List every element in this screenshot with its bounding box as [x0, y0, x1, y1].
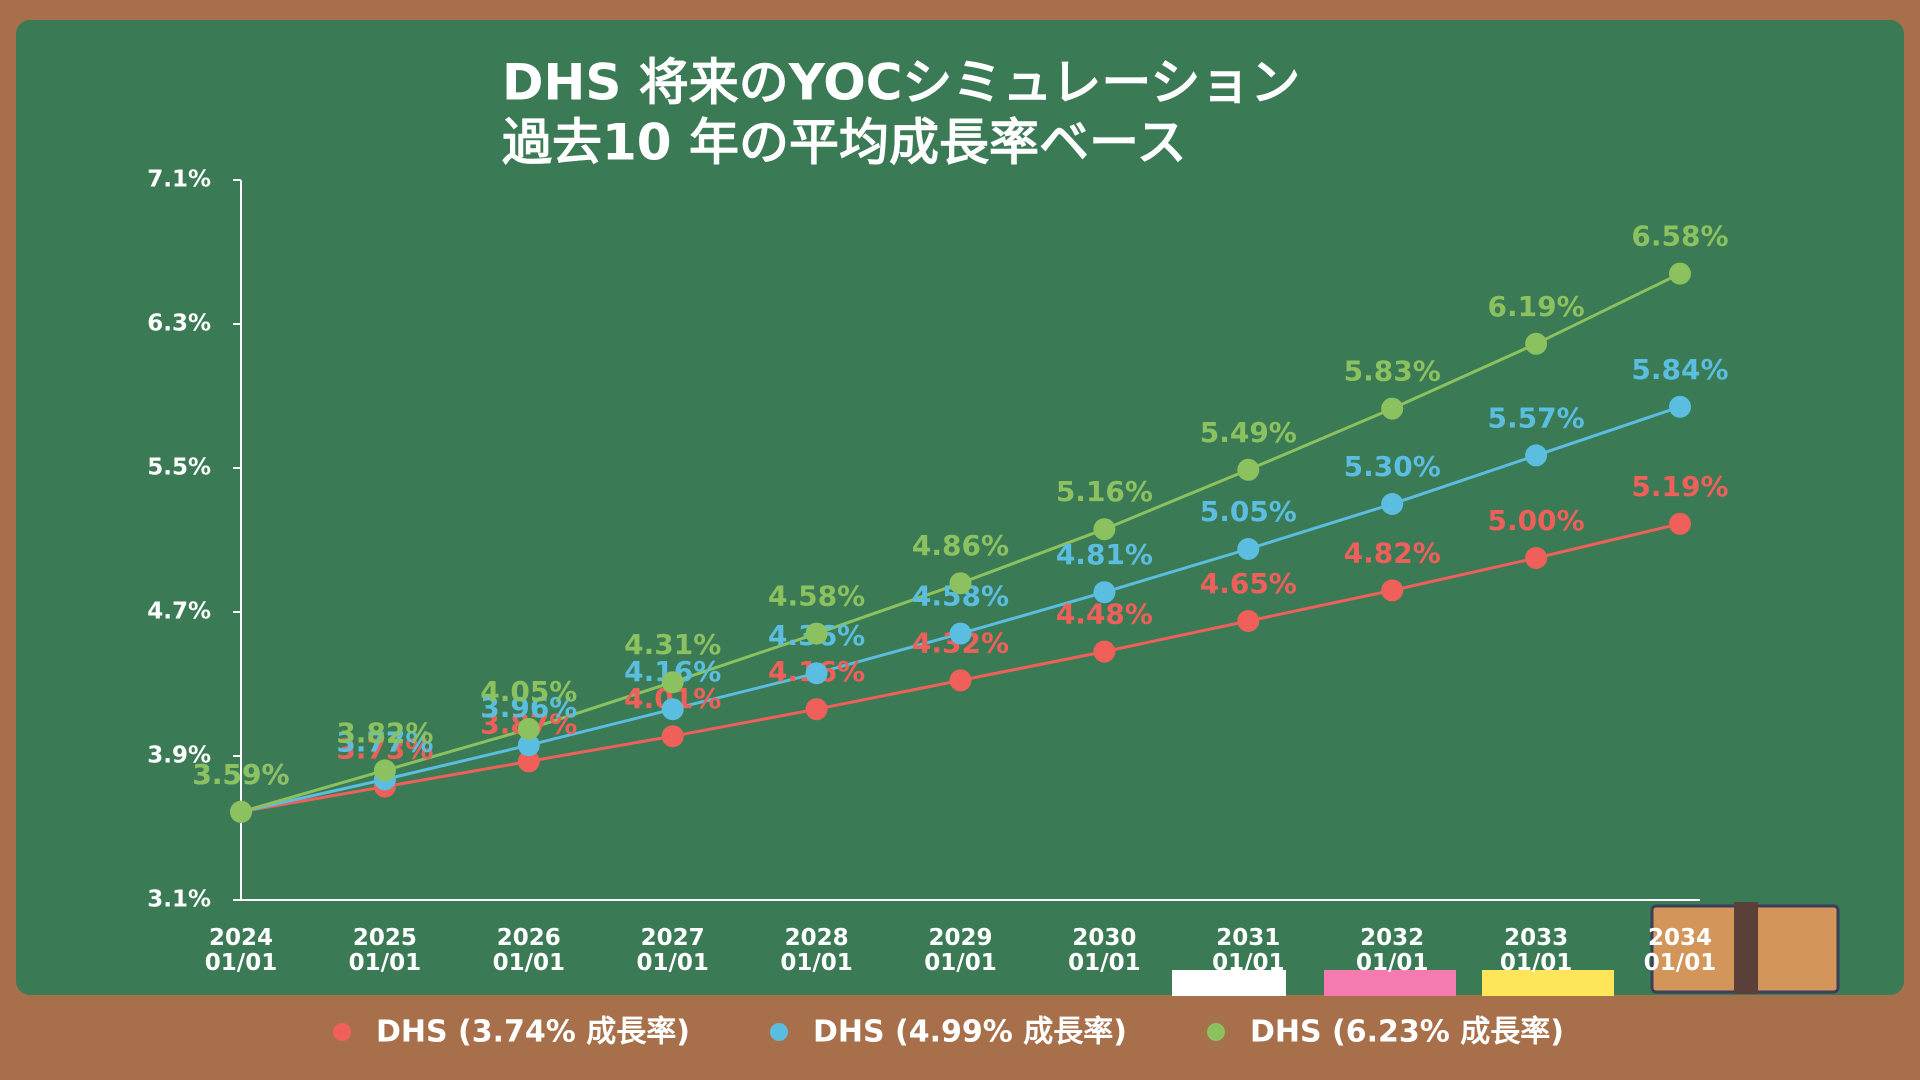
chart-title: DHS 将来のYOCシミュレーション	[502, 54, 1300, 112]
point	[517, 718, 540, 740]
point	[1093, 518, 1116, 541]
point	[230, 800, 252, 823]
value-label: 4.31%	[624, 628, 721, 661]
x-tick-label: 2028 01/01	[780, 925, 853, 976]
point	[1237, 538, 1260, 560]
y-tick-label: 3.1%	[147, 887, 211, 913]
x-tick-label: 2024 01/01	[204, 925, 278, 976]
legend-marker	[1207, 1023, 1225, 1041]
x-tick-label: 2030 01/01	[1068, 925, 1141, 976]
value-label: 5.83%	[1344, 355, 1441, 388]
y-tick-label: 6.3%	[147, 311, 211, 337]
x-tick-label: 2033 01/01	[1499, 925, 1573, 976]
point	[805, 662, 828, 685]
point	[1525, 332, 1548, 355]
point	[1093, 640, 1116, 663]
eraser-band	[1734, 902, 1758, 994]
chalk	[1172, 970, 1286, 996]
value-label: 5.16%	[1056, 475, 1153, 508]
legend-marker	[770, 1023, 788, 1041]
point	[1669, 395, 1691, 418]
board	[16, 20, 1904, 995]
legend-label: DHS (3.74% 成長率)	[376, 1015, 690, 1050]
value-label: 6.58%	[1631, 220, 1728, 253]
x-tick-label: 2029 01/01	[924, 925, 997, 976]
value-label: 3.59%	[192, 758, 289, 791]
chalk	[1324, 970, 1456, 996]
value-label: 5.49%	[1200, 416, 1297, 449]
point	[1381, 579, 1404, 602]
x-tick-label: 2034 01/01	[1643, 925, 1717, 976]
value-label: 5.19%	[1631, 470, 1728, 503]
point	[517, 734, 540, 757]
x-tick-label: 2025 01/01	[348, 925, 422, 976]
point	[1525, 547, 1548, 569]
point	[1093, 581, 1116, 604]
point	[373, 759, 396, 782]
value-label: 5.05%	[1200, 495, 1297, 528]
value-label: 3.82%	[336, 716, 433, 749]
value-label: 5.84%	[1631, 353, 1728, 386]
legend-label: DHS (6.23% 成長率)	[1250, 1015, 1564, 1050]
x-tick-label: 2026 01/01	[492, 925, 565, 976]
value-label: 6.19%	[1488, 290, 1585, 323]
point	[661, 725, 684, 748]
x-tick-label: 2031 01/01	[1212, 925, 1285, 976]
x-tick-label: 2032 01/01	[1355, 925, 1429, 976]
point	[1669, 512, 1691, 535]
y-tick-label: 4.7%	[147, 599, 211, 625]
value-label: 4.86%	[912, 529, 1009, 562]
legend-marker	[333, 1023, 351, 1041]
value-label: 3.77%	[336, 725, 433, 758]
point	[1669, 262, 1691, 285]
value-label: 4.58%	[768, 580, 865, 613]
point	[661, 698, 684, 721]
point	[1525, 444, 1548, 467]
legend-label: DHS (4.99% 成長率)	[813, 1015, 1127, 1050]
chart-subtitle: 過去10 年の平均成長率ベース	[502, 114, 1187, 172]
point	[949, 669, 972, 692]
point	[805, 698, 828, 721]
value-label: 3.59%	[192, 758, 289, 791]
value-label: 5.00%	[1488, 504, 1585, 537]
point	[517, 750, 540, 773]
point	[1381, 397, 1404, 420]
point	[1237, 458, 1260, 481]
x-tick-label: 2027 01/01	[636, 925, 709, 976]
value-label: 4.81%	[1056, 538, 1153, 571]
value-label: 4.05%	[480, 675, 577, 708]
y-tick-label: 5.5%	[147, 455, 211, 481]
point	[1237, 610, 1260, 632]
y-tick-label: 7.1%	[147, 167, 211, 193]
value-label: 3.59%	[192, 758, 289, 791]
point	[949, 572, 972, 595]
y-tick-label: 3.9%	[147, 743, 211, 769]
value-label: 4.82%	[1344, 536, 1441, 569]
value-label: 5.30%	[1344, 450, 1441, 483]
point	[661, 671, 684, 694]
value-label: 4.65%	[1200, 567, 1297, 600]
value-label: 5.57%	[1488, 401, 1585, 434]
point	[949, 622, 972, 645]
point	[805, 622, 828, 645]
chalk	[1482, 970, 1614, 996]
point	[1381, 493, 1404, 515]
